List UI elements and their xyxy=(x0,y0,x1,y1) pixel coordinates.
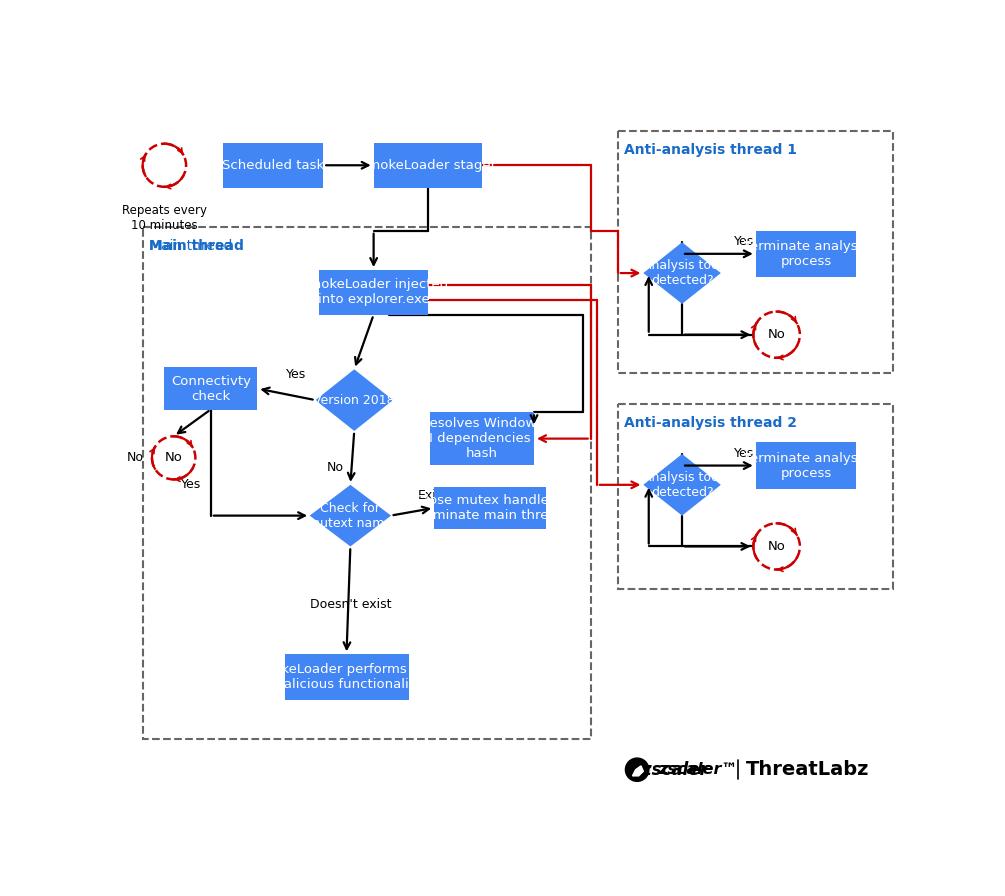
Bar xyxy=(618,404,892,589)
Polygon shape xyxy=(632,766,643,776)
Text: Analysis tool
detected?: Analysis tool detected? xyxy=(642,259,722,287)
Text: SmokeLoader injected
into explorer.exe: SmokeLoader injected into explorer.exe xyxy=(299,279,448,306)
Text: ⓩzscaler: ⓩzscaler xyxy=(632,761,709,779)
Text: Yes: Yes xyxy=(734,447,754,461)
Text: ThreatLabz: ThreatLabz xyxy=(746,760,869,780)
FancyBboxPatch shape xyxy=(284,654,408,701)
FancyBboxPatch shape xyxy=(165,367,257,409)
Text: SmokeLoader stager: SmokeLoader stager xyxy=(360,159,496,172)
Text: Terminate analysis
process: Terminate analysis process xyxy=(744,452,868,479)
Text: Resolves Windows
API dependencies by
hash: Resolves Windows API dependencies by has… xyxy=(412,418,552,461)
Bar xyxy=(618,131,892,373)
Text: No: No xyxy=(327,461,344,474)
FancyBboxPatch shape xyxy=(434,487,546,530)
Text: Repeats every
10 minutes: Repeats every 10 minutes xyxy=(122,203,207,232)
Text: No: No xyxy=(768,540,786,553)
Polygon shape xyxy=(310,485,391,547)
Circle shape xyxy=(625,757,649,782)
FancyBboxPatch shape xyxy=(320,270,428,314)
Text: Check for
mutext name: Check for mutext name xyxy=(309,502,392,530)
Text: Connectivty
check: Connectivty check xyxy=(171,375,251,402)
Text: Analysis tool
detected?: Analysis tool detected? xyxy=(642,470,722,499)
FancyBboxPatch shape xyxy=(756,231,856,277)
Text: Scheduled task: Scheduled task xyxy=(222,159,324,172)
Polygon shape xyxy=(643,242,721,304)
Text: No: No xyxy=(768,328,786,341)
Text: Anti-analysis thread 2: Anti-analysis thread 2 xyxy=(624,417,797,430)
Text: Yes: Yes xyxy=(181,478,202,491)
Text: SmokeLoader performs core
malicious functionality: SmokeLoader performs core malicious func… xyxy=(252,663,440,692)
FancyBboxPatch shape xyxy=(374,143,482,187)
Text: Yes: Yes xyxy=(734,236,754,248)
Polygon shape xyxy=(643,454,721,515)
Text: No: No xyxy=(165,452,183,464)
Text: Main thread: Main thread xyxy=(149,239,244,254)
Polygon shape xyxy=(316,369,393,431)
FancyBboxPatch shape xyxy=(222,143,324,187)
Text: Yes: Yes xyxy=(286,368,307,381)
FancyBboxPatch shape xyxy=(756,443,856,488)
Text: Main thread: Main thread xyxy=(149,239,232,254)
Text: zscaler™: zscaler™ xyxy=(658,762,738,777)
FancyBboxPatch shape xyxy=(430,412,535,465)
Text: Version 2018: Version 2018 xyxy=(314,393,395,407)
Bar xyxy=(143,227,591,739)
Text: Terminate analysis
process: Terminate analysis process xyxy=(744,240,868,268)
Text: Exists: Exists xyxy=(417,488,454,502)
Text: No: No xyxy=(128,452,145,464)
Text: Anti-analysis thread 1: Anti-analysis thread 1 xyxy=(624,143,797,157)
Text: Close mutex handle &
terminate main thread: Close mutex handle & terminate main thre… xyxy=(414,494,566,521)
Text: Doesn't exist: Doesn't exist xyxy=(310,598,391,611)
